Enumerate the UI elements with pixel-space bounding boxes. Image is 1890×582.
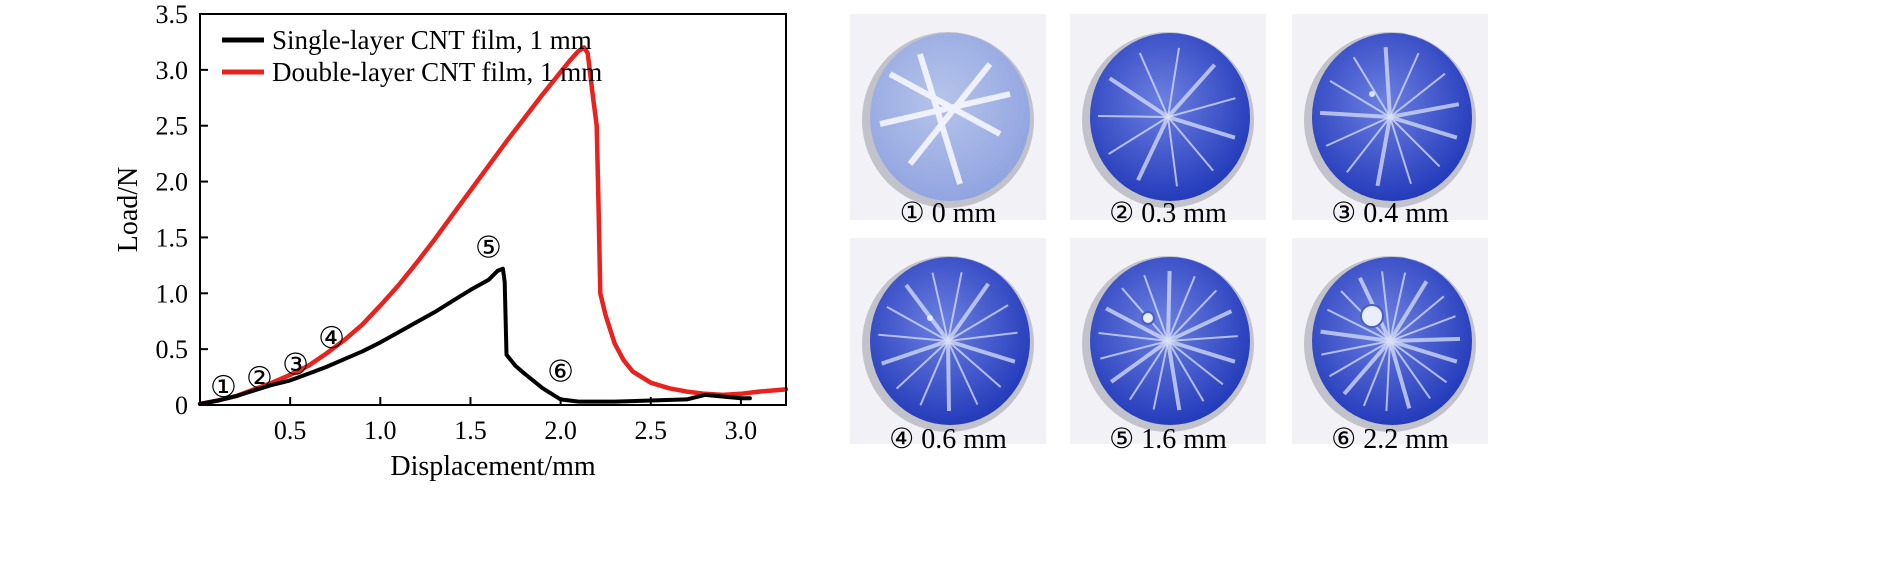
stage-marker: ⑥ (547, 354, 574, 389)
photo-panel-4: ④ 0.6 mm (850, 238, 1046, 455)
photo-caption-1: ① 0 mm (899, 198, 997, 229)
y-tick-label: 2.0 (156, 168, 189, 197)
x-tick-label: 3.0 (725, 416, 758, 445)
film-photo (1292, 14, 1488, 220)
stage-marker: ③ (282, 348, 309, 383)
film-photo (850, 14, 1046, 220)
y-tick-label: 2.5 (156, 112, 189, 141)
y-tick-label: 0.5 (156, 335, 189, 364)
stage-marker: ④ (318, 321, 345, 356)
photo-panel-1: ① 0 mm (850, 14, 1046, 229)
stage-marker: ② (246, 361, 273, 396)
photo-caption-4: ④ 0.6 mm (889, 424, 1007, 455)
plot-area: 0.5 1.0 1.5 2.0 2.5 3.0 0 0.5 1.0 1.5 2.0 2.5 3.0 3.5… (113, 0, 789, 482)
photo-caption-2: ② 0.3 mm (1109, 198, 1227, 229)
ticks-layer: 0.5 1.0 1.5 2.0 2.5 3.0 0 0.5 1.0 1.5 2.0 2.5 3.0 3.5 (156, 0, 758, 445)
photo-panel-5: ⑤ 1.6 mm (1070, 238, 1266, 455)
y-tick-label: 0 (175, 391, 188, 420)
markers-layer: ① ② ③④ ⑤ ⑥ (210, 230, 574, 405)
legend-entry-double-layer: Double-layer CNT film, 1 mm (272, 57, 602, 87)
series-line-0 (198, 266, 752, 406)
x-tick-label: 2.0 (544, 416, 577, 445)
y-tick-label: 1.5 (156, 223, 189, 252)
y-tick-label: 1.0 (156, 279, 189, 308)
y-axis-title: Load/N (113, 167, 144, 253)
y-tick-label: 3.5 (156, 0, 189, 29)
series-line-1 (197, 45, 789, 407)
x-tick-label: 0.5 (274, 416, 307, 445)
x-tick-label: 1.5 (454, 416, 487, 445)
x-tick-label: 1.0 (364, 416, 397, 445)
photo-caption-3: ③ 0.4 mm (1331, 198, 1449, 229)
axes-frame (199, 13, 787, 406)
photo-caption-6: ⑥ 2.2 mm (1331, 424, 1449, 455)
load-displacement-chart: 0.5 1.0 1.5 2.0 2.5 3.0 0 0.5 1.0 1.5 2.0 2.5 3.0 3.5… (113, 0, 789, 482)
film-photo (1292, 238, 1488, 444)
stage-marker: ① (210, 370, 237, 405)
photo-panel-3: ③ 0.4 mm (1292, 14, 1488, 229)
film-photo (1070, 14, 1266, 220)
film-photo (1070, 238, 1266, 444)
film-photo (850, 238, 1046, 444)
x-axis-title: Displacement/mm (390, 451, 596, 482)
photo-panel-6: ⑥ 2.2 mm (1292, 238, 1488, 455)
photo-caption-5: ⑤ 1.6 mm (1109, 424, 1227, 455)
legend: Single-layer CNT film, 1 mm Double-layer… (222, 25, 602, 87)
legend-entry-single-layer: Single-layer CNT film, 1 mm (272, 25, 592, 55)
series-layer (197, 45, 789, 407)
photo-panel-2: ② 0.3 mm (1070, 14, 1266, 229)
x-tick-label: 2.5 (635, 416, 668, 445)
y-tick-label: 3.0 (156, 56, 189, 85)
stage-marker: ⑤ (475, 230, 502, 265)
